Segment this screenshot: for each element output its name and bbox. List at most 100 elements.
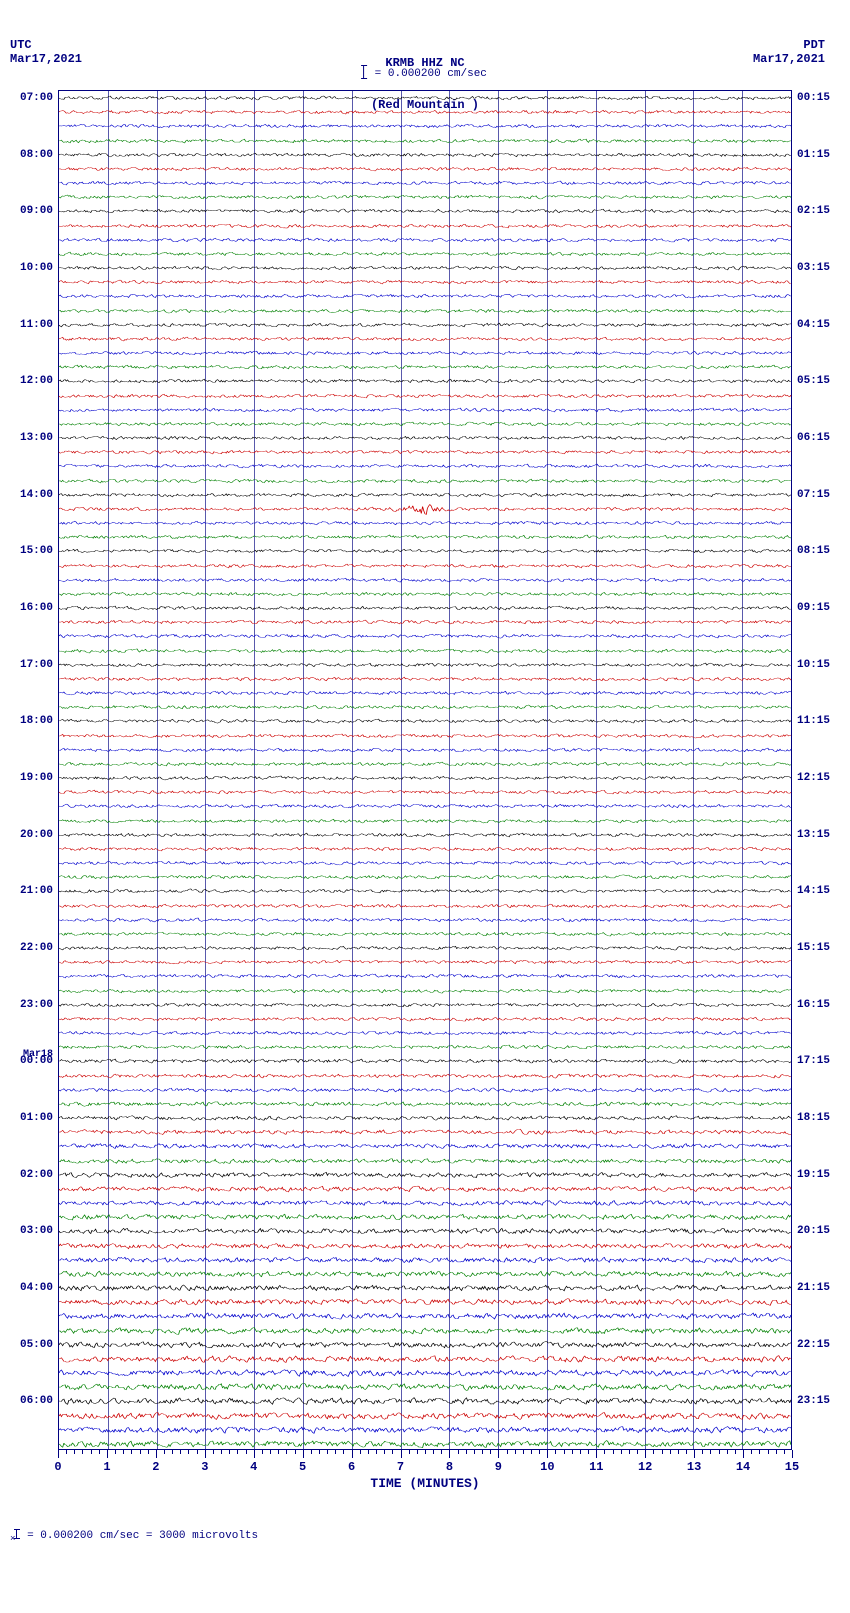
x-tick [547, 1450, 548, 1458]
x-minor-tick [768, 1450, 769, 1454]
x-minor-tick [613, 1450, 614, 1454]
x-minor-tick [523, 1450, 524, 1454]
x-minor-tick [319, 1450, 320, 1454]
x-tick [498, 1450, 499, 1458]
x-tick [449, 1450, 450, 1458]
trace [59, 743, 791, 757]
x-minor-tick [735, 1450, 736, 1454]
utc-hour-label: 03:00 [20, 1225, 53, 1237]
utc-hour-label: 15:00 [20, 545, 53, 557]
x-minor-tick [221, 1450, 222, 1454]
x-tick [645, 1450, 646, 1458]
pdt-hour-label: 20:15 [797, 1225, 830, 1237]
x-minor-tick [621, 1450, 622, 1454]
utc-hour-label: 23:00 [20, 999, 53, 1011]
trace [59, 814, 791, 828]
trace [59, 941, 791, 955]
x-tick [743, 1450, 744, 1458]
x-minor-tick [662, 1450, 663, 1454]
trace [59, 148, 791, 162]
trace [59, 544, 791, 558]
x-minor-tick [637, 1450, 638, 1454]
x-minor-tick [572, 1450, 573, 1454]
x-minor-tick [123, 1450, 124, 1454]
x-minor-tick [327, 1450, 328, 1454]
pdt-hour-label: 00:15 [797, 92, 830, 104]
x-tick-label: 1 [103, 1460, 110, 1474]
pdt-hour-label: 19:15 [797, 1169, 830, 1181]
trace [59, 360, 791, 374]
x-minor-tick [376, 1450, 377, 1454]
x-minor-tick [482, 1450, 483, 1454]
pdt-hour-label: 16:15 [797, 999, 830, 1011]
x-minor-tick [727, 1450, 728, 1454]
scale-indicator: = 0.000200 cm/sec [363, 66, 487, 80]
header: UTC Mar17,2021 KRMB HHZ NC (Red Mountain… [10, 10, 840, 70]
x-minor-tick [368, 1450, 369, 1454]
header-right: PDT Mar17,2021 [753, 38, 825, 66]
x-tick-label: 5 [299, 1460, 306, 1474]
pdt-hour-label: 21:15 [797, 1282, 830, 1294]
pdt-hour-label: 12:15 [797, 772, 830, 784]
trace [59, 785, 791, 799]
x-minor-tick [784, 1450, 785, 1454]
x-minor-tick [474, 1450, 475, 1454]
x-minor-tick [278, 1450, 279, 1454]
trace [59, 403, 791, 417]
trace [59, 119, 791, 133]
utc-hour-label: 20:00 [20, 829, 53, 841]
trace [59, 261, 791, 275]
trace [59, 1423, 791, 1437]
trace [59, 1394, 791, 1408]
pdt-hour-label: 08:15 [797, 545, 830, 557]
trace [59, 1097, 791, 1111]
x-minor-tick [188, 1450, 189, 1454]
pdt-hour-label: 22:15 [797, 1339, 830, 1351]
pdt-hour-label: 10:15 [797, 659, 830, 671]
utc-hour-label: 12:00 [20, 375, 53, 387]
trace [59, 1338, 791, 1352]
trace [59, 431, 791, 445]
x-minor-tick [433, 1450, 434, 1454]
trace [59, 1139, 791, 1153]
pdt-hour-label: 07:15 [797, 489, 830, 501]
utc-hour-label: 02:00 [20, 1169, 53, 1181]
x-minor-tick [74, 1450, 75, 1454]
trace [59, 233, 791, 247]
trace [59, 714, 791, 728]
x-axis-title: TIME (MINUTES) [370, 1476, 479, 1491]
utc-hour-label: 10:00 [20, 262, 53, 274]
pdt-hour-label: 09:15 [797, 602, 830, 614]
x-axis: TIME (MINUTES) 0123456789101112131415 [58, 1450, 792, 1490]
x-minor-tick [686, 1450, 687, 1454]
x-minor-tick [262, 1450, 263, 1454]
trace [59, 856, 791, 870]
trace [59, 1040, 791, 1054]
x-minor-tick [66, 1450, 67, 1454]
trace [59, 1352, 791, 1366]
trace [59, 969, 791, 983]
x-tick-label: 3 [201, 1460, 208, 1474]
pdt-hour-label: 14:15 [797, 885, 830, 897]
x-tick-label: 4 [250, 1460, 257, 1474]
trace [59, 998, 791, 1012]
trace [59, 1054, 791, 1068]
utc-hour-label: 17:00 [20, 659, 53, 671]
trace [59, 204, 791, 218]
trace [59, 162, 791, 176]
trace [59, 1196, 791, 1210]
utc-hour-label: 14:00 [20, 489, 53, 501]
x-minor-tick [286, 1450, 287, 1454]
trace [59, 658, 791, 672]
trace [59, 318, 791, 332]
pdt-hour-label: 03:15 [797, 262, 830, 274]
trace [59, 1069, 791, 1083]
pdt-hour-label: 18:15 [797, 1112, 830, 1124]
utc-hour-label: 16:00 [20, 602, 53, 614]
x-minor-tick [409, 1450, 410, 1454]
x-minor-tick [213, 1450, 214, 1454]
x-tick [694, 1450, 695, 1458]
x-minor-tick [564, 1450, 565, 1454]
footer-text: = 0.000200 cm/sec = 3000 microvolts [21, 1530, 259, 1542]
x-minor-tick [702, 1450, 703, 1454]
